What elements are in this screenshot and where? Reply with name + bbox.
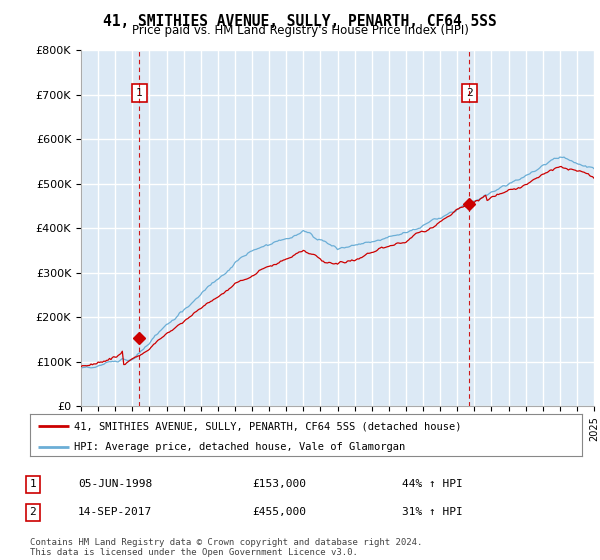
Text: 2: 2 (29, 507, 37, 517)
Text: 44% ↑ HPI: 44% ↑ HPI (402, 479, 463, 489)
Text: 1: 1 (29, 479, 37, 489)
Text: 2: 2 (466, 88, 473, 98)
Text: HPI: Average price, detached house, Vale of Glamorgan: HPI: Average price, detached house, Vale… (74, 442, 406, 452)
Text: 1: 1 (136, 88, 143, 98)
Text: 14-SEP-2017: 14-SEP-2017 (78, 507, 152, 517)
Text: 41, SMITHIES AVENUE, SULLY, PENARTH, CF64 5SS: 41, SMITHIES AVENUE, SULLY, PENARTH, CF6… (103, 14, 497, 29)
Text: Contains HM Land Registry data © Crown copyright and database right 2024.
This d: Contains HM Land Registry data © Crown c… (30, 538, 422, 557)
Text: £455,000: £455,000 (252, 507, 306, 517)
Text: £153,000: £153,000 (252, 479, 306, 489)
Text: Price paid vs. HM Land Registry's House Price Index (HPI): Price paid vs. HM Land Registry's House … (131, 24, 469, 36)
Text: 05-JUN-1998: 05-JUN-1998 (78, 479, 152, 489)
Text: 31% ↑ HPI: 31% ↑ HPI (402, 507, 463, 517)
Text: 41, SMITHIES AVENUE, SULLY, PENARTH, CF64 5SS (detached house): 41, SMITHIES AVENUE, SULLY, PENARTH, CF6… (74, 421, 461, 431)
